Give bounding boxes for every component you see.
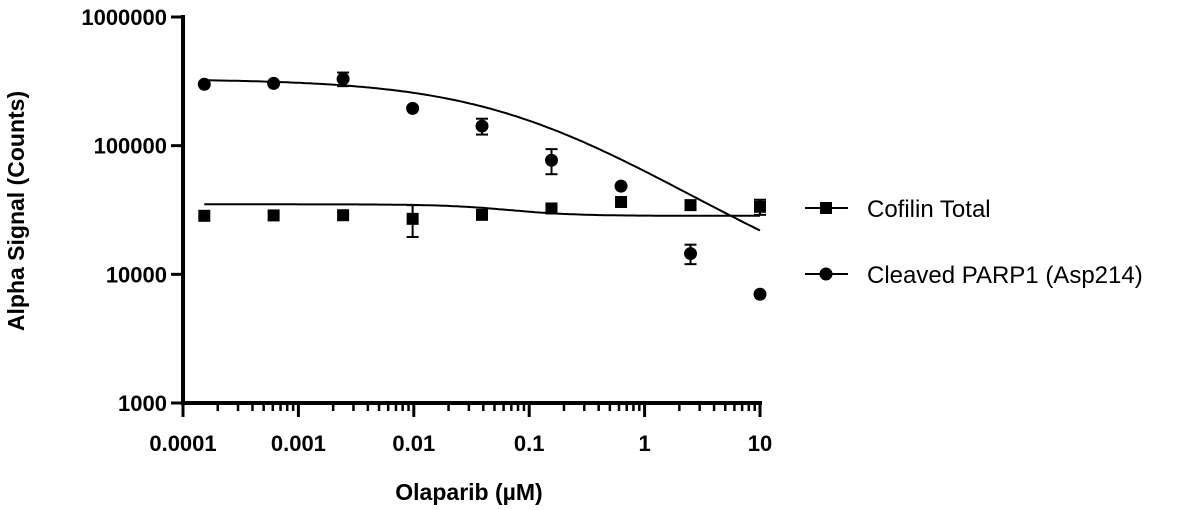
y-tick-label: 1000000 (81, 5, 167, 30)
point-cofilin (754, 200, 766, 213)
point-parp1 (614, 179, 628, 193)
point-cofilin (476, 208, 489, 221)
point-parp1 (197, 77, 211, 91)
y-axis-label: Alpha Signal (Counts) (3, 91, 29, 331)
point-cofilin (615, 195, 628, 208)
legend: Cofilin Total Cleaved PARP1 (Asp214) (805, 196, 1143, 289)
fit-curve-parp1 (204, 79, 761, 232)
legend-label-parp1: Cleaved PARP1 (Asp214) (867, 262, 1143, 289)
point-parp1 (544, 153, 558, 167)
point-cofilin (198, 209, 211, 222)
x-tick-label: 0.1 (514, 431, 545, 456)
point-parp1 (267, 76, 281, 90)
x-tick-label: 0.001 (271, 431, 326, 456)
legend-marker-cofilin (820, 202, 832, 214)
x-tick-label: 10 (748, 431, 772, 456)
y-tick-label: 10000 (106, 262, 167, 287)
point-parp1 (336, 72, 350, 86)
legend-label-cofilin: Cofilin Total (867, 196, 991, 223)
x-tick-label: 0.01 (392, 431, 435, 456)
y-axis-ticks: 1000 10000 100000 1000000 (81, 5, 183, 416)
point-parp1 (475, 119, 489, 133)
legend-marker-parp1 (819, 267, 833, 281)
data-points (197, 72, 767, 301)
x-tick-label: 0.0001 (149, 431, 216, 456)
y-tick-label: 100000 (94, 134, 167, 159)
point-cofilin (337, 209, 350, 222)
plot-area (197, 71, 767, 301)
fit-curves (204, 79, 761, 232)
error-bars (337, 71, 766, 266)
point-parp1 (753, 287, 767, 301)
x-axis-label: Olaparib (µM) (395, 479, 542, 505)
point-cofilin (545, 202, 558, 215)
point-cofilin (684, 199, 697, 212)
fit-curve-cofilin (204, 203, 760, 217)
point-parp1 (406, 101, 420, 115)
x-tick-label: 1 (638, 431, 650, 456)
x-axis-ticks: 0.0001 0.001 0.01 0.1 1 10 (149, 403, 772, 456)
point-parp1 (684, 247, 698, 261)
point-cofilin (267, 209, 280, 222)
y-tick-label: 1000 (118, 391, 167, 416)
point-cofilin (406, 212, 419, 225)
